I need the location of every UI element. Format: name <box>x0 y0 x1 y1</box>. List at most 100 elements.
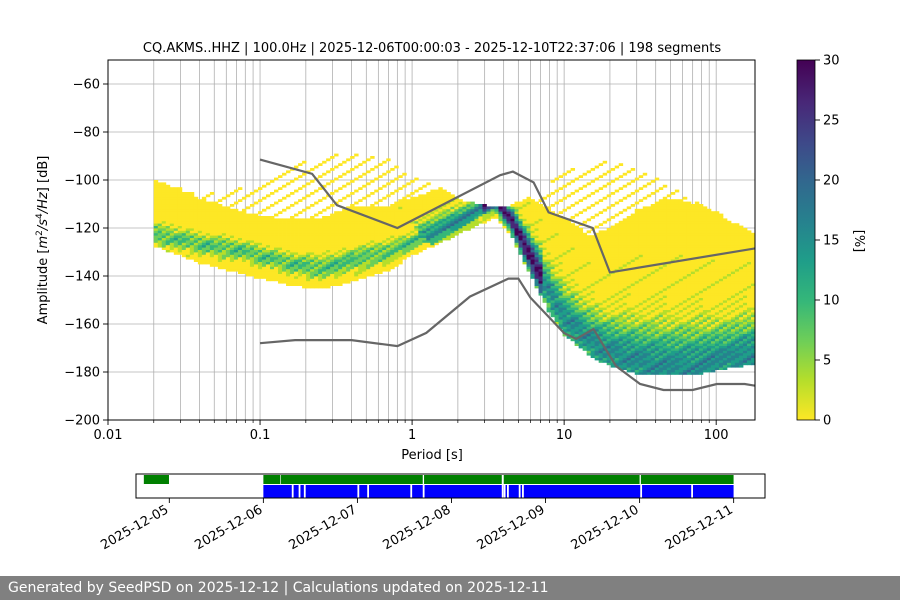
heatmap-cell <box>590 266 596 270</box>
heatmap-cell <box>257 273 263 277</box>
heatmap-cell <box>338 199 343 202</box>
heatmap-cell <box>406 208 411 212</box>
heatmap-cell <box>590 168 596 171</box>
heatmap-cell <box>650 288 656 291</box>
heatmap-cell <box>173 196 179 200</box>
heatmap-cell <box>574 300 580 303</box>
heatmap-cell <box>378 216 383 219</box>
heatmap-cell <box>390 204 395 207</box>
heatmap-cell <box>390 264 395 267</box>
heatmap-cell <box>193 201 199 205</box>
heatmap-cell <box>546 259 551 262</box>
heatmap-cell <box>662 350 668 354</box>
heatmap-cell <box>582 345 588 349</box>
heatmap-cell <box>366 261 371 265</box>
heatmap-cell <box>338 175 343 178</box>
heatmap-cell <box>185 192 191 195</box>
heatmap-cell <box>638 218 644 222</box>
heatmap-cell <box>670 254 676 258</box>
heatmap-cell <box>598 336 604 339</box>
heatmap-cell <box>682 225 688 229</box>
heatmap-cell <box>658 324 664 327</box>
heatmap-cell <box>634 364 640 368</box>
heatmap-cell <box>642 216 648 219</box>
heatmap-cell <box>193 252 199 255</box>
heatmap-cell <box>570 266 576 270</box>
heatmap-cell <box>618 355 624 358</box>
heatmap-cell <box>282 261 287 265</box>
heatmap-cell <box>274 264 279 267</box>
heatmap-cell <box>514 208 519 212</box>
heatmap-cell <box>237 199 243 202</box>
heatmap-cell <box>157 235 163 238</box>
heatmap-cell <box>410 211 415 214</box>
heatmap-cell <box>606 288 612 291</box>
heatmap-cell <box>233 268 239 272</box>
heatmap-cell <box>658 304 664 308</box>
heatmap-cell <box>674 232 680 236</box>
heatmap-cell <box>330 242 335 246</box>
heatmap-cell <box>598 292 604 296</box>
heatmap-cell <box>278 266 283 270</box>
heatmap-cell <box>161 184 167 188</box>
heatmap-cell <box>270 230 275 234</box>
heatmap-cell <box>554 242 559 246</box>
heatmap-cell <box>181 230 187 234</box>
heatmap-cell <box>662 271 668 274</box>
heatmap-cell <box>446 208 451 212</box>
heatmap-cell <box>538 199 543 202</box>
heatmap-cell <box>670 223 676 226</box>
heatmap-cell <box>674 261 680 265</box>
heatmap-cell <box>678 338 684 342</box>
heatmap-cell <box>534 223 539 226</box>
heatmap-cell <box>550 244 555 248</box>
heatmap-cell <box>638 355 644 358</box>
heatmap-cell <box>654 290 660 294</box>
heatmap-cell <box>594 259 600 262</box>
heatmap-cell <box>358 206 363 210</box>
heatmap-cell <box>686 316 692 320</box>
heatmap-cell <box>634 278 640 282</box>
heatmap-cell <box>398 256 403 260</box>
heatmap-cell <box>366 240 371 243</box>
heatmap-cell <box>426 220 431 224</box>
heatmap-cell <box>630 273 636 277</box>
heatmap-cell <box>366 208 371 212</box>
heatmap-cell <box>606 249 612 253</box>
heatmap-cell <box>670 206 676 210</box>
heatmap-cell <box>177 194 183 198</box>
heatmap-cell <box>590 307 596 310</box>
heatmap-cell <box>630 362 636 366</box>
heatmap-cell <box>310 235 315 238</box>
heatmap-cell <box>326 220 331 224</box>
heatmap-cell <box>261 223 267 226</box>
heatmap-cell <box>562 312 568 315</box>
heatmap-cell <box>225 230 231 234</box>
heatmap-cell <box>618 314 624 318</box>
heatmap-cell <box>562 172 568 176</box>
heatmap-cell <box>314 165 319 169</box>
heatmap-cell <box>442 228 447 231</box>
heatmap-cell <box>538 268 543 272</box>
heatmap-cell <box>590 288 596 291</box>
heatmap-cell <box>378 206 383 210</box>
heatmap-cell <box>294 213 299 217</box>
heatmap-cell <box>578 345 584 349</box>
heatmap-cell <box>654 314 660 318</box>
heatmap-cell <box>342 208 347 212</box>
heatmap-cell <box>165 228 171 231</box>
heatmap-cell <box>189 247 195 250</box>
heatmap-cell <box>662 357 668 361</box>
heatmap-cell <box>594 336 600 339</box>
heatmap-cell <box>602 343 608 346</box>
heatmap-cell <box>582 295 588 298</box>
heatmap-cell <box>658 295 664 298</box>
heatmap-cell <box>562 208 568 212</box>
heatmap-cell <box>658 292 664 296</box>
heatmap-cell <box>185 240 191 243</box>
heatmap-cell <box>438 240 443 243</box>
heatmap-cell <box>241 249 247 253</box>
heatmap-cell <box>686 273 692 277</box>
heatmap-cell <box>578 242 584 246</box>
heatmap-cell <box>666 312 672 315</box>
